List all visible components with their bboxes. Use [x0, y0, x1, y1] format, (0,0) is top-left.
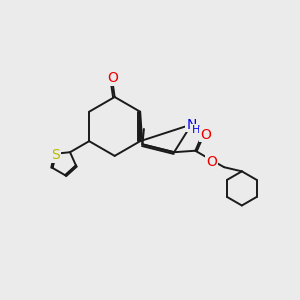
- Text: O: O: [200, 128, 211, 142]
- Text: S: S: [51, 148, 60, 162]
- Text: N: N: [186, 118, 197, 131]
- Text: O: O: [107, 71, 118, 85]
- Text: H: H: [192, 125, 200, 135]
- Text: O: O: [206, 155, 217, 169]
